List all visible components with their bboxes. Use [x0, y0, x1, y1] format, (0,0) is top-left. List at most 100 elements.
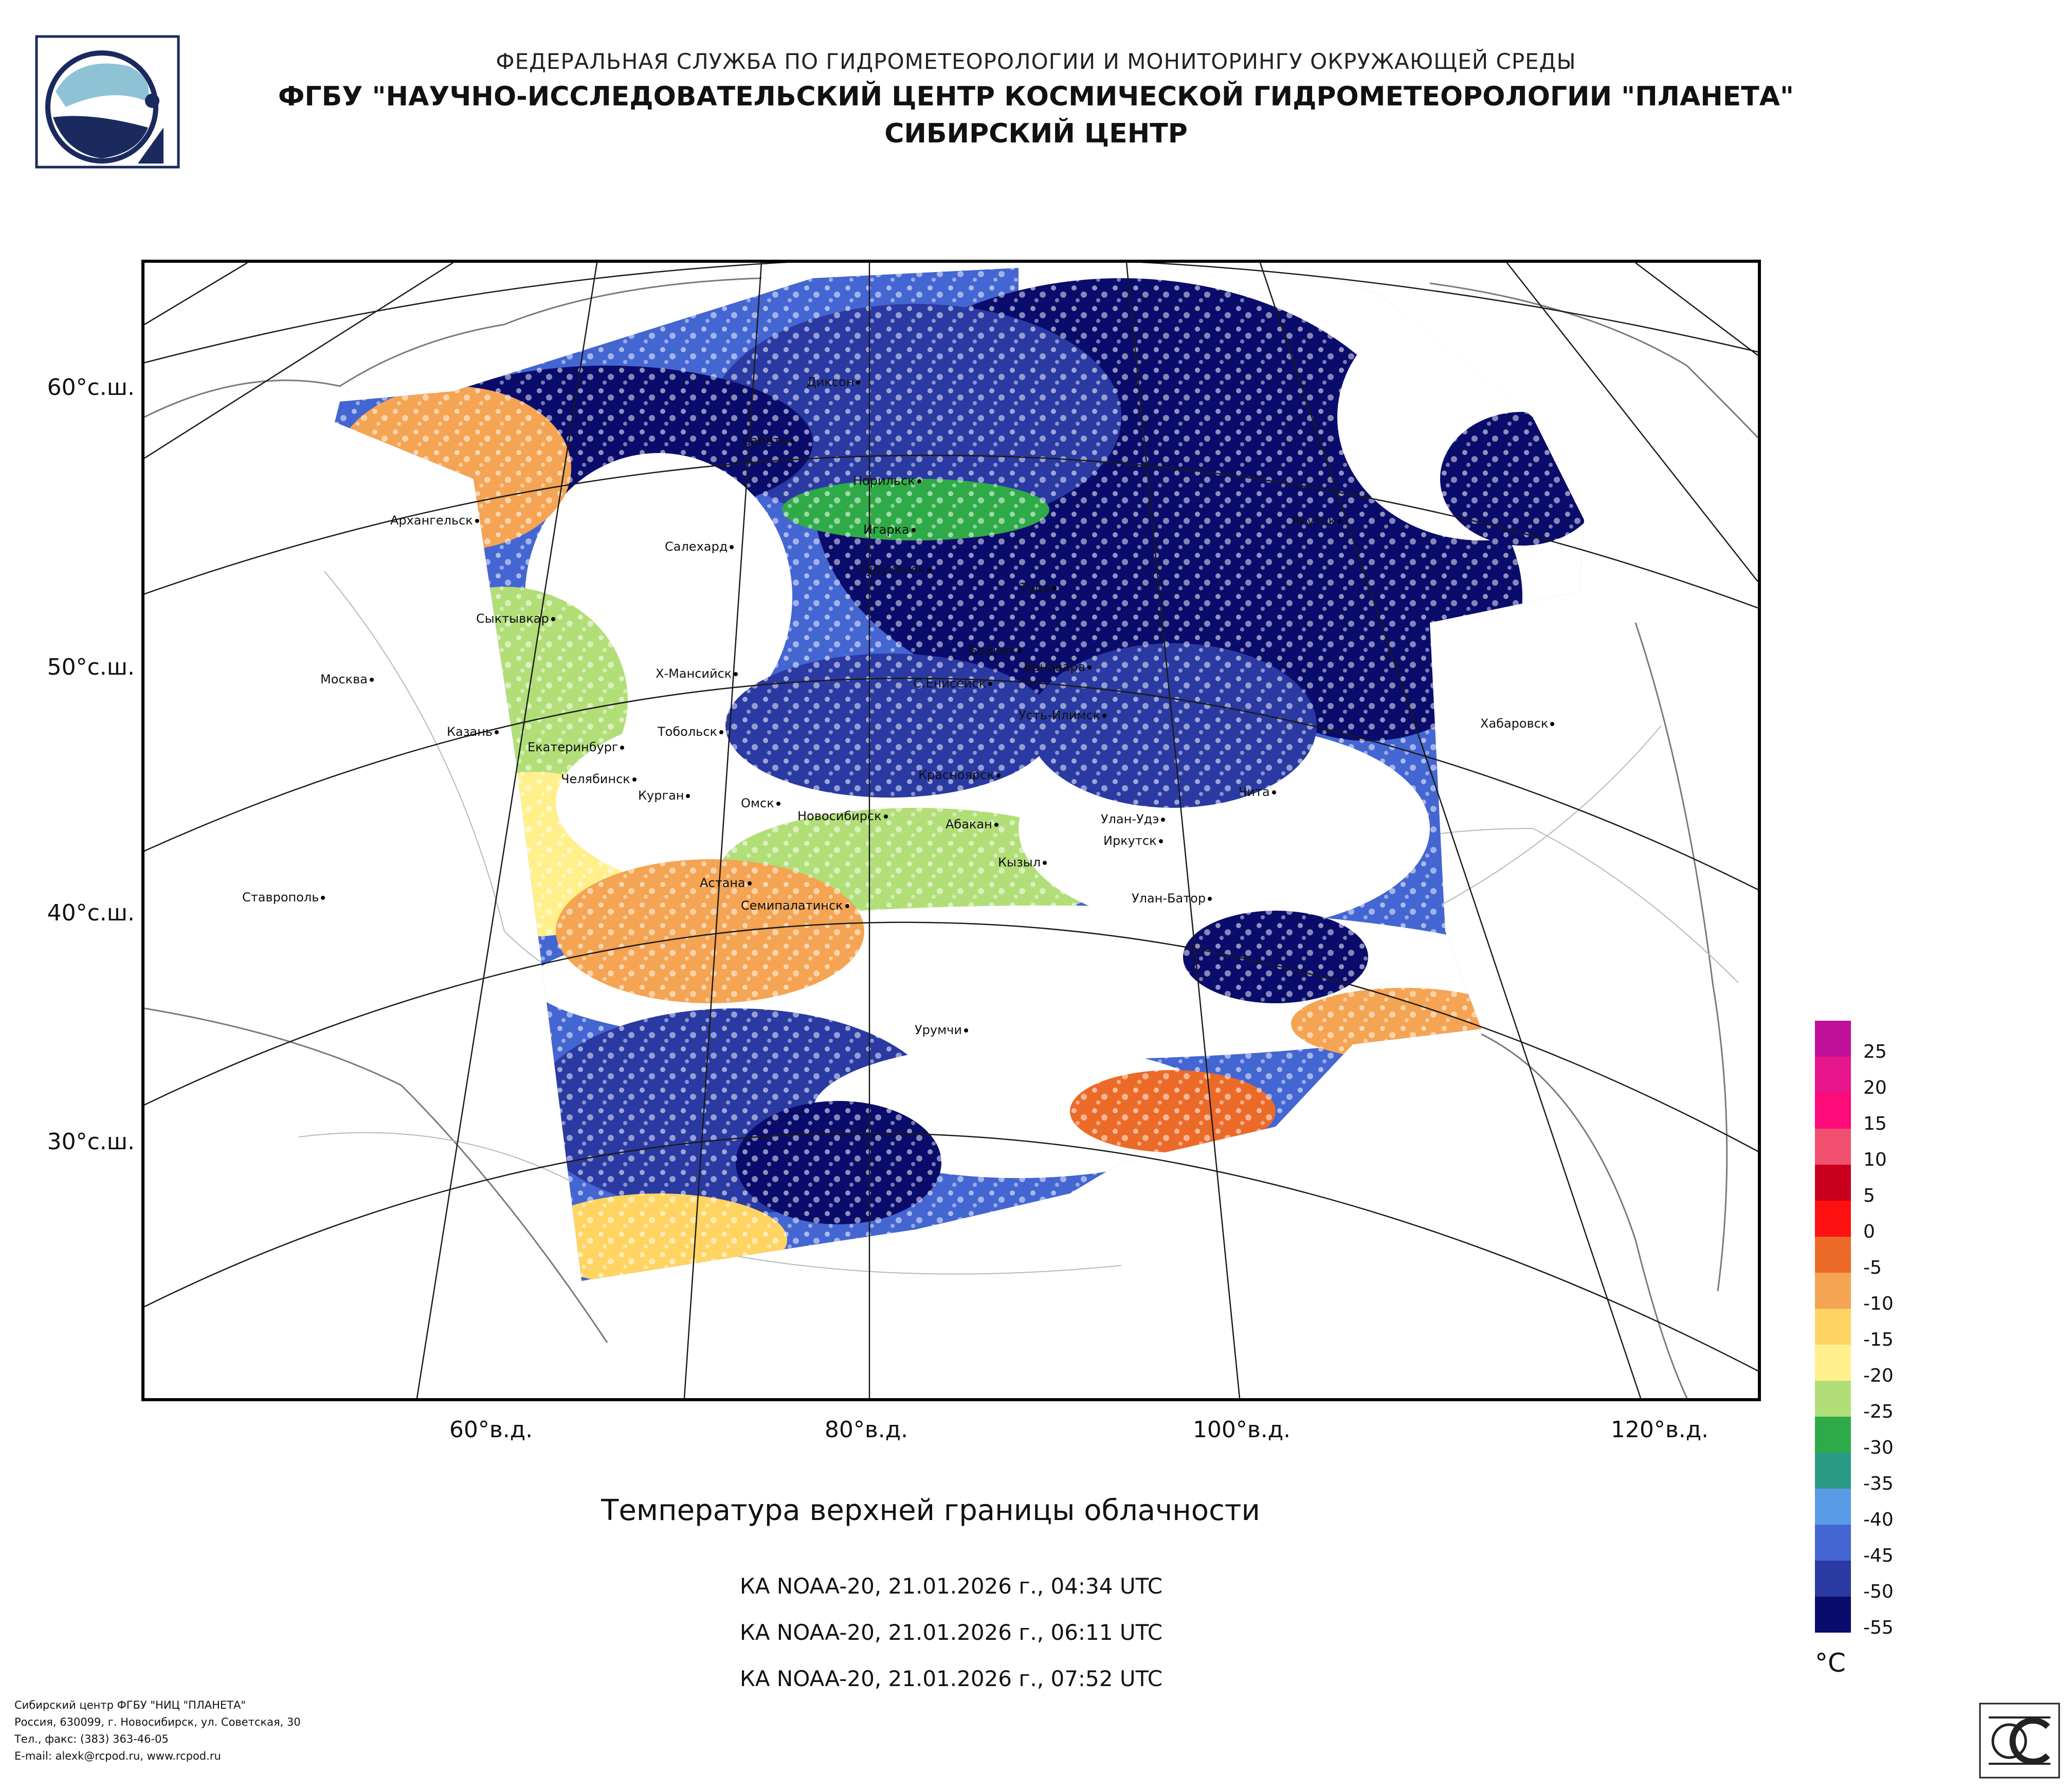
- agency-name: ФЕДЕРАЛЬНАЯ СЛУЖБА ПО ГИДРОМЕТЕОРОЛОГИИ …: [496, 49, 1576, 74]
- lat-label-40: 40°с.ш.: [47, 900, 135, 926]
- footer-address: Россия, 630099, г. Новосибирск, ул. Сове…: [14, 1716, 301, 1728]
- legend-tick-label: -15: [1863, 1329, 1894, 1350]
- city-label: Екатеринбург: [528, 740, 625, 754]
- branch-name: СИБИРСКИЙ ЦЕНТР: [884, 118, 1188, 149]
- city-dot: [856, 381, 861, 385]
- city-label: С.Енисейск: [913, 676, 993, 691]
- legend-color-cell: [1815, 1093, 1851, 1129]
- lon-label-60: 60°в.д.: [449, 1417, 533, 1443]
- city-label: Урумчи: [915, 1023, 968, 1037]
- city-dot: [1161, 818, 1166, 822]
- city-label: Ванавара: [1024, 660, 1092, 674]
- city-label: Курган: [638, 788, 690, 803]
- city-dot: [321, 896, 325, 900]
- iso-certification-badge: [1979, 1703, 2060, 1779]
- legend-color-cell: [1815, 1417, 1851, 1453]
- city-dot: [1271, 790, 1276, 794]
- city-label: Игарка: [863, 522, 916, 537]
- city-label: Туруханск: [858, 562, 932, 576]
- city-dot: [719, 730, 724, 734]
- institute-name: ФГБУ "НАУЧНО-ИССЛЕДОВАТЕЛЬСКИЙ ЦЕНТР КОС…: [278, 81, 1794, 112]
- city-label: Кызыл: [998, 855, 1047, 870]
- legend-tick-label: -55: [1863, 1617, 1894, 1638]
- city-label: Сыктывкар: [476, 611, 555, 626]
- legend-color-cell: [1815, 1597, 1851, 1633]
- header: ФЕДЕРАЛЬНАЯ СЛУЖБА ПО ГИДРОМЕТЕОРОЛОГИИ …: [0, 49, 2072, 149]
- map-canvas: [144, 263, 1758, 1398]
- legend-unit: °C: [1815, 1648, 1846, 1678]
- legend-tick-label: 0: [1863, 1221, 1875, 1242]
- city-label: Усть-Илимск: [1019, 708, 1107, 722]
- city-dot: [1043, 861, 1047, 865]
- city-label: Архангельск: [390, 513, 479, 528]
- city-label: Абакан: [946, 817, 998, 831]
- city-label: Омск: [741, 796, 780, 810]
- city-dot: [927, 568, 932, 572]
- city-label: Иркутск: [1103, 834, 1163, 848]
- legend-color-cell: [1815, 1525, 1851, 1561]
- legend-tick-label: 15: [1863, 1113, 1887, 1134]
- city-dot: [475, 519, 479, 523]
- city-label: Чита: [1239, 785, 1276, 799]
- city-label: Диксон: [807, 375, 861, 389]
- city-dot: [883, 815, 888, 819]
- city-dot: [996, 773, 1001, 777]
- city-dot: [776, 802, 780, 806]
- planeta-logo: [35, 35, 180, 169]
- city-dot: [1338, 519, 1342, 523]
- satellite-map: Диксон Сабета Норильск Игарка Архангельс…: [141, 260, 1761, 1401]
- legend-tick-label: -50: [1863, 1581, 1894, 1602]
- city-dot: [917, 479, 921, 483]
- city-label: Астана: [700, 876, 752, 890]
- city-dot: [495, 730, 499, 734]
- lon-label-80: 80°в.д.: [824, 1417, 908, 1443]
- city-label: Челябинск: [561, 772, 637, 786]
- city-dot: [1052, 586, 1057, 590]
- legend-color-cell: [1815, 1201, 1851, 1237]
- city-dot: [845, 904, 849, 908]
- lat-label-30: 30°с.ш.: [47, 1129, 135, 1155]
- pass-info-1: КА NOAA-20, 21.01.2026 г., 04:34 UTC: [739, 1573, 1163, 1599]
- legend-color-cell: [1815, 1345, 1851, 1381]
- map-title: Температура верхней границы облачности: [601, 1494, 1260, 1527]
- lon-label-100: 100°в.д.: [1192, 1417, 1291, 1443]
- city-label: Казань: [447, 725, 499, 739]
- city-label: Москва: [320, 672, 374, 686]
- city-label: Якутск: [1291, 514, 1342, 528]
- city-label: Салехард: [665, 539, 734, 554]
- legend-color-cell: [1815, 1237, 1851, 1273]
- legend-color-cell: [1815, 1021, 1851, 1057]
- legend-tick-label: -10: [1863, 1293, 1894, 1314]
- city-dot: [620, 746, 625, 750]
- city-dot: [747, 881, 752, 885]
- legend-color-cell: [1815, 1453, 1851, 1489]
- lon-label-120: 120°в.д.: [1610, 1417, 1709, 1443]
- city-label: Норильск: [853, 474, 921, 488]
- city-label: Ставрополь: [242, 890, 325, 904]
- legend-color-cell: [1815, 1489, 1851, 1525]
- city-label: Хабаровск: [1480, 716, 1555, 731]
- lat-label-50: 50°с.ш.: [47, 654, 135, 680]
- city-label: Красноярск: [918, 768, 1001, 782]
- city-label: Улан-Батор: [1132, 891, 1212, 906]
- city-label: Улан-Удэ: [1101, 812, 1166, 826]
- city-label: Х-Мансийск: [656, 666, 738, 681]
- legend-color-cell: [1815, 1381, 1851, 1417]
- legend-tick-label: 25: [1863, 1041, 1887, 1062]
- city-dot: [730, 545, 734, 549]
- pass-info-2: КА NOAA-20, 21.01.2026 г., 06:11 UTC: [739, 1620, 1163, 1645]
- footer-phone: Тел., факс: (383) 363-46-05: [14, 1733, 169, 1745]
- graticule: [144, 263, 1758, 1398]
- legend-tick-label: -35: [1863, 1473, 1894, 1494]
- city-dot: [994, 823, 998, 827]
- city-dot: [1017, 649, 1022, 653]
- footer-contacts: Сибирский центр ФГБУ "НИЦ "ПЛАНЕТА" Росс…: [14, 1697, 301, 1765]
- city-dot: [790, 439, 794, 443]
- legend-color-cell: [1815, 1057, 1851, 1093]
- legend-color-cell: [1815, 1165, 1851, 1201]
- city-dot: [1550, 722, 1555, 726]
- city-dot: [964, 1028, 968, 1033]
- city-label: Семипалатинск: [741, 898, 849, 913]
- city-dot: [911, 528, 916, 532]
- legend-color-cell: [1815, 1309, 1851, 1345]
